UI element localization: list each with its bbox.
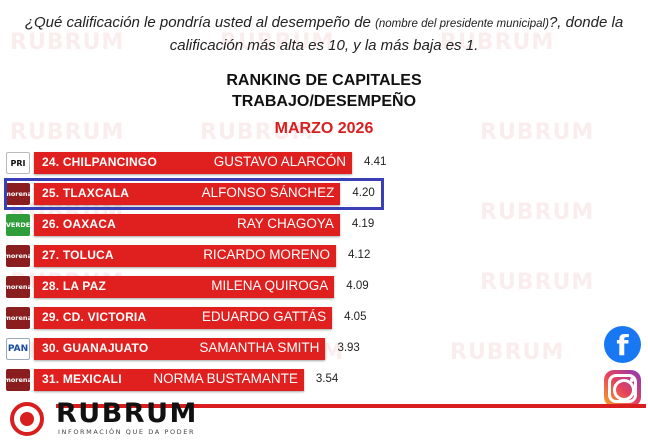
mayor-name: MILENA QUIROGA	[211, 278, 329, 293]
party-logo-morena-icon: morena	[4, 307, 32, 329]
bar: 24. CHILPANCINGO GUSTAVO ALARCÓN	[34, 152, 352, 174]
city-label: 29. CD. VICTORIA	[42, 310, 147, 324]
bar: 30. GUANAJUATO SAMANTHA SMITH	[34, 338, 326, 360]
mayor-name: EDUARDO GATTÁS	[201, 309, 327, 324]
mayor-name: RAY CHAGOYA	[237, 216, 334, 231]
watermark-text: RUBRUM	[220, 30, 335, 55]
party-logo-morena-icon: morena	[4, 276, 32, 298]
value-label: 4.41	[364, 156, 387, 168]
survey-question: ¿Qué calificación le pondría usted al de…	[24, 14, 624, 54]
value-label: 4.19	[351, 218, 375, 230]
bar: 31. MEXICALI NORMA BUSTAMANTE	[34, 369, 304, 391]
chart-title: RANKING DE CAPITALES	[226, 72, 422, 89]
chart-period: MARZO 2026	[274, 120, 374, 137]
brand-divider	[56, 404, 646, 408]
chart-subtitle: TRABAJO/DESEMPEÑO	[231, 93, 417, 110]
rubrum-logo-icon	[10, 402, 44, 436]
ranking-row: VERDE 26. OAXACA RAY CHAGOYA 4.19	[6, 214, 392, 236]
watermark-text: RUBRUM	[10, 120, 125, 145]
party-logo-morena-icon: morena	[4, 183, 32, 205]
city-label: 30. GUANAJUATO	[42, 341, 149, 355]
facebook-icon[interactable]: f	[604, 326, 641, 363]
brand-name: RUBRUM	[56, 398, 198, 429]
city-label: 27. TOLUCA	[42, 248, 114, 262]
instagram-icon[interactable]	[604, 370, 641, 407]
watermark-text: RUBRUM	[10, 30, 125, 55]
ranking-row: morena 28. LA PAZ MILENA QUIROGA 4.09	[4, 276, 386, 298]
bar: 26. OAXACA RAY CHAGOYA	[34, 214, 340, 236]
mayor-name: GUSTAVO ALARCÓN	[213, 154, 346, 169]
watermark-text: RUBRUM	[480, 120, 595, 145]
watermark-text: RUBRUM	[480, 200, 595, 225]
city-label: 24. CHILPANCINGO	[42, 155, 157, 169]
watermark-text: RUBRUM	[200, 120, 315, 145]
value-label: 4.05	[344, 311, 367, 323]
watermark-text: RUBRUM	[450, 340, 565, 365]
value-label: 3.93	[337, 342, 360, 354]
ranking-row: morena 25. TLAXCALA ALFONSO SÁNCHEZ 4.20	[4, 183, 392, 205]
party-logo-morena-icon: morena	[4, 369, 32, 391]
city-label: 25. TLAXCALA	[42, 186, 130, 200]
mayor-name: NORMA BUSTAMANTE	[153, 371, 298, 386]
ranking-row: morena 29. CD. VICTORIA EDUARDO GATTÁS 4.05	[4, 307, 384, 329]
value-label: 4.09	[346, 280, 369, 292]
brand-tagline: INFORMACIÓN QUE DA PODER	[58, 428, 196, 436]
party-logo-pri-icon: PRI	[6, 152, 30, 174]
party-logo-morena-icon: morena	[4, 245, 32, 267]
city-label: 26. OAXACA	[42, 217, 117, 231]
watermark-text: RUBRUM	[480, 270, 595, 295]
mayor-name: RICARDO MORENO	[203, 247, 330, 262]
party-logo-verde-icon: VERDE	[6, 214, 30, 236]
bar: 28. LA PAZ MILENA QUIROGA	[34, 276, 335, 298]
mayor-name: ALFONSO SÁNCHEZ	[201, 185, 335, 200]
party-logo-pan-icon: PAN	[6, 338, 30, 360]
ranking-row: PRI 24. CHILPANCINGO GUSTAVO ALARCÓN 4.41	[6, 152, 404, 174]
watermark-text: RUBRUM	[440, 30, 555, 55]
ranking-row: morena 31. MEXICALI NORMA BUSTAMANTE 3.54	[4, 369, 356, 391]
highlight-box	[4, 178, 384, 210]
value-label: 3.54	[315, 373, 339, 385]
value-label: 4.20	[352, 187, 375, 199]
mayor-name: SAMANTHA SMITH	[199, 340, 320, 355]
value-label: 4.12	[347, 249, 371, 261]
bar: 27. TOLUCA RICARDO MORENO	[34, 245, 336, 267]
ranking-row: PAN 30. GUANAJUATO SAMANTHA SMITH 3.93	[6, 338, 377, 360]
ranking-row: morena 27. TOLUCA RICARDO MORENO 4.12	[4, 245, 388, 267]
city-label: 31. MEXICALI	[42, 372, 122, 386]
bar: 25. TLAXCALA ALFONSO SÁNCHEZ	[34, 183, 341, 205]
city-label: 28. LA PAZ	[42, 279, 107, 293]
bar: 29. CD. VICTORIA EDUARDO GATTÁS	[34, 307, 333, 329]
